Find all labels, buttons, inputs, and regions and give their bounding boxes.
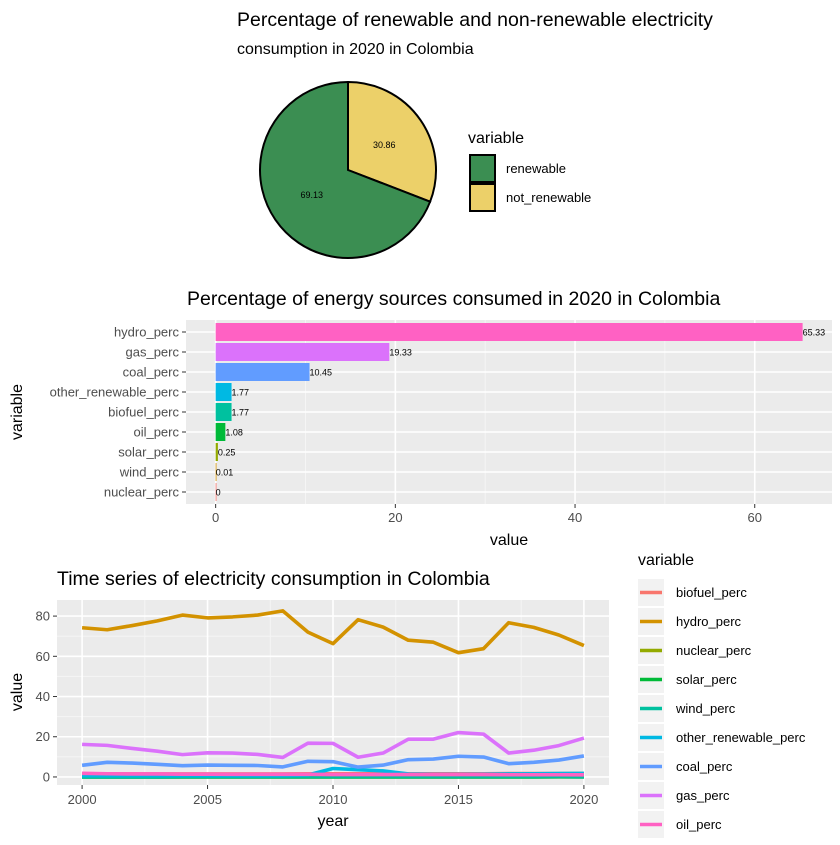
line-x-tick-label: 2015 <box>444 792 473 807</box>
bar-ylabel: variable <box>9 384 26 440</box>
pie-label-renewable: 69.13 <box>300 190 323 200</box>
bar-value-label-nuclear-perc: 0 <box>216 488 221 498</box>
bar-value-label-hydro-perc: 65.33 <box>803 328 826 338</box>
bar-y-tick-label: oil_perc <box>133 425 179 440</box>
line-legend-label-other-renewable-perc: other_renewable_perc <box>676 730 806 745</box>
line-legend-label-nuclear-perc: nuclear_perc <box>676 643 752 658</box>
bar-value-label-coal-perc: 10.45 <box>310 368 333 378</box>
bar-y-tick-label: gas_perc <box>126 345 180 360</box>
pie-chart: 30.86 69.13 <box>260 82 436 258</box>
bar-biofuel-perc <box>216 403 232 421</box>
line-y-tick-label: 0 <box>43 769 50 784</box>
bar-y-tick-label: hydro_perc <box>114 325 180 340</box>
bar-value-label-gas-perc: 19.33 <box>389 348 412 358</box>
line-x-tick-label: 2020 <box>569 792 598 807</box>
line-legend-label-hydro-perc: hydro_perc <box>676 614 742 629</box>
line-ylabel: value <box>9 673 26 711</box>
bar-hydro-perc <box>216 323 803 341</box>
bar-other-renewable-perc <box>216 383 232 401</box>
line-x-tick-label: 2010 <box>319 792 348 807</box>
line-y-tick-label: 40 <box>36 689 50 704</box>
bar-x-tick-label: 0 <box>212 510 219 525</box>
line-x-tick-label: 2005 <box>193 792 222 807</box>
bar-x-tick-label: 40 <box>568 510 582 525</box>
bar-y-tick-label: solar_perc <box>118 445 179 460</box>
line-x-tick-label: 2000 <box>68 792 97 807</box>
line-legend-title: variable <box>638 552 694 569</box>
bar-value-label-wind-perc: 0.01 <box>216 468 234 478</box>
line-series-oil-perc <box>82 773 584 774</box>
line-y-tick-label: 80 <box>36 609 50 624</box>
bar-y-tick-label: biofuel_perc <box>108 405 179 420</box>
pie-legend-key-renewable <box>470 155 495 182</box>
bar-value-label-other-renewable-perc: 1.77 <box>232 388 250 398</box>
line-xlabel: year <box>317 813 349 830</box>
bar-value-label-solar-perc: 0.25 <box>218 448 236 458</box>
bar-x-tick-label: 60 <box>747 510 761 525</box>
line-legend-label-solar-perc: solar_perc <box>676 672 737 687</box>
line-y-tick-label: 60 <box>36 649 50 664</box>
bar-title: Percentage of energy sources consumed in… <box>187 288 720 310</box>
pie-title-line1: Percentage of renewable and non-renewabl… <box>237 9 713 31</box>
bar-y-tick-label: coal_perc <box>123 365 180 380</box>
line-legend-label-coal-perc: coal_perc <box>676 759 733 774</box>
bar-y-tick-label: other_renewable_perc <box>50 385 180 400</box>
line-y-tick-label: 20 <box>36 729 50 744</box>
pie-legend-key-not-renewable <box>470 184 495 211</box>
line-legend-label-biofuel-perc: biofuel_perc <box>676 585 747 600</box>
bar-x-tick-label: 20 <box>388 510 402 525</box>
bar-y-tick-label: nuclear_perc <box>104 485 180 500</box>
bar-xlabel: value <box>490 532 528 549</box>
bar-value-label-biofuel-perc: 1.77 <box>232 408 250 418</box>
bar-value-label-oil-perc: 1.08 <box>225 428 243 438</box>
pie-title-line2: consumption in 2020 in Colombia <box>237 41 474 58</box>
pie-label-not-renewable: 30.86 <box>373 140 396 150</box>
pie-legend-label-renewable: renewable <box>506 161 566 176</box>
pie-legend-title: variable <box>468 130 524 147</box>
line-legend: biofuel_perc hydro_perc nuclear_perc solar_… <box>638 579 806 838</box>
pie-legend: renewable not_renewable <box>470 155 591 211</box>
pie-legend-label-not-renewable: not_renewable <box>506 190 591 205</box>
bar-gas-perc <box>216 343 390 361</box>
line-legend-label-wind-perc: wind_perc <box>675 701 736 716</box>
line-legend-label-gas-perc: gas_perc <box>676 788 730 803</box>
line-legend-label-oil-perc: oil_perc <box>676 817 722 832</box>
bar-y-tick-label: wind_perc <box>119 465 180 480</box>
bar-oil-perc <box>216 423 226 441</box>
line-title: Time series of electricity consumption i… <box>57 568 490 590</box>
bar-coal-perc <box>216 363 310 381</box>
